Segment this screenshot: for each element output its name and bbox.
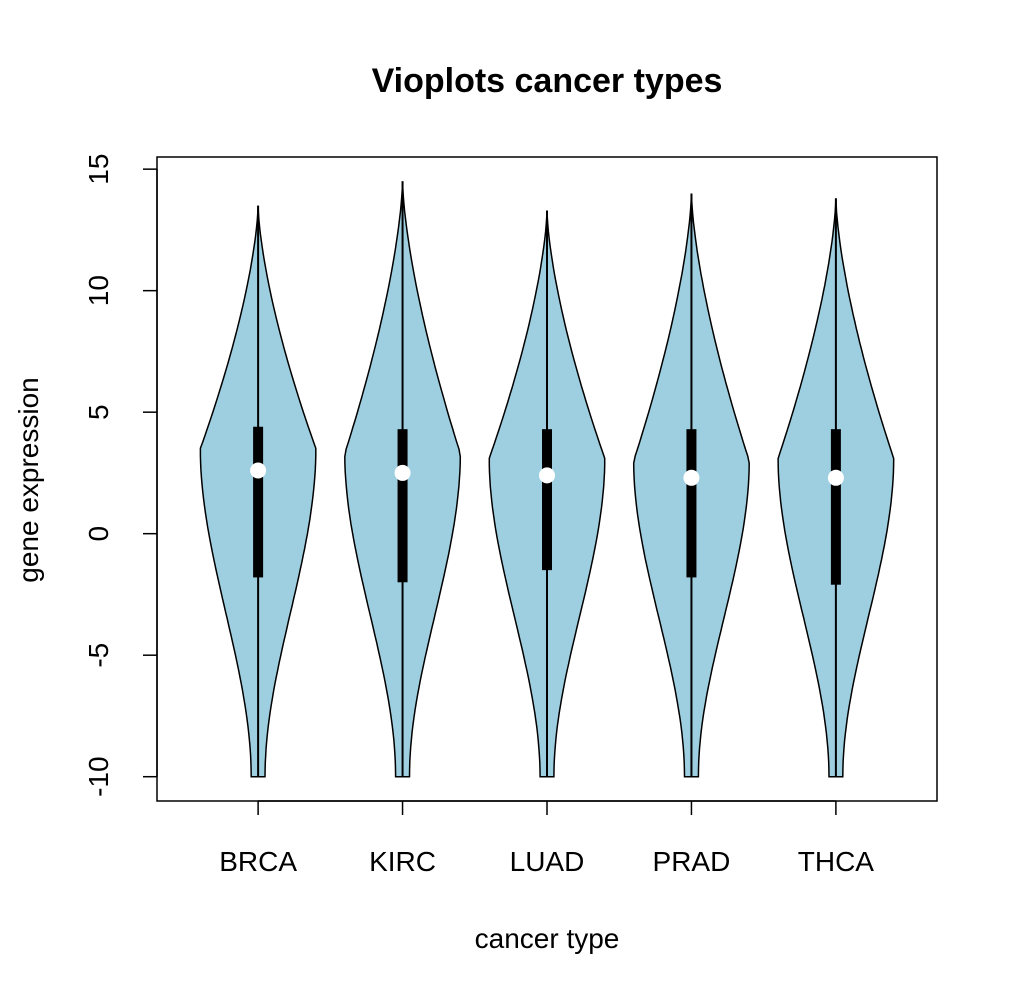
violin-box <box>253 426 264 578</box>
violin-box <box>542 429 552 571</box>
x-tick-label: LUAD <box>510 846 585 877</box>
violin-median <box>394 464 411 481</box>
y-axis-label: gene expression <box>13 377 44 582</box>
y-axis: -10 -5 0 5 10 15 <box>83 154 158 797</box>
y-tick-label: 0 <box>83 526 114 542</box>
violin-box <box>397 429 408 583</box>
x-axis: BRCA KIRC LUAD PRAD THCA <box>219 800 875 877</box>
x-tick-label: BRCA <box>219 846 297 877</box>
violin-box <box>830 429 841 585</box>
x-tick-label: KIRC <box>369 846 436 877</box>
violin-median <box>827 469 844 486</box>
y-tick-label: 10 <box>83 275 114 306</box>
y-tick-label: -5 <box>83 643 114 668</box>
x-tick-label: PRAD <box>653 846 731 877</box>
violin-box <box>686 429 697 578</box>
x-tick-label: THCA <box>798 846 875 877</box>
violin-median <box>683 469 700 486</box>
y-tick-label: 15 <box>83 154 114 185</box>
y-tick-label: 5 <box>83 404 114 420</box>
violin-median <box>539 467 555 484</box>
x-axis-label: cancer type <box>475 923 620 954</box>
y-tick-label: -10 <box>83 756 114 796</box>
chart-title: Vioplots cancer types <box>372 62 723 100</box>
violins-layer <box>199 181 895 778</box>
violin-median <box>250 462 267 479</box>
